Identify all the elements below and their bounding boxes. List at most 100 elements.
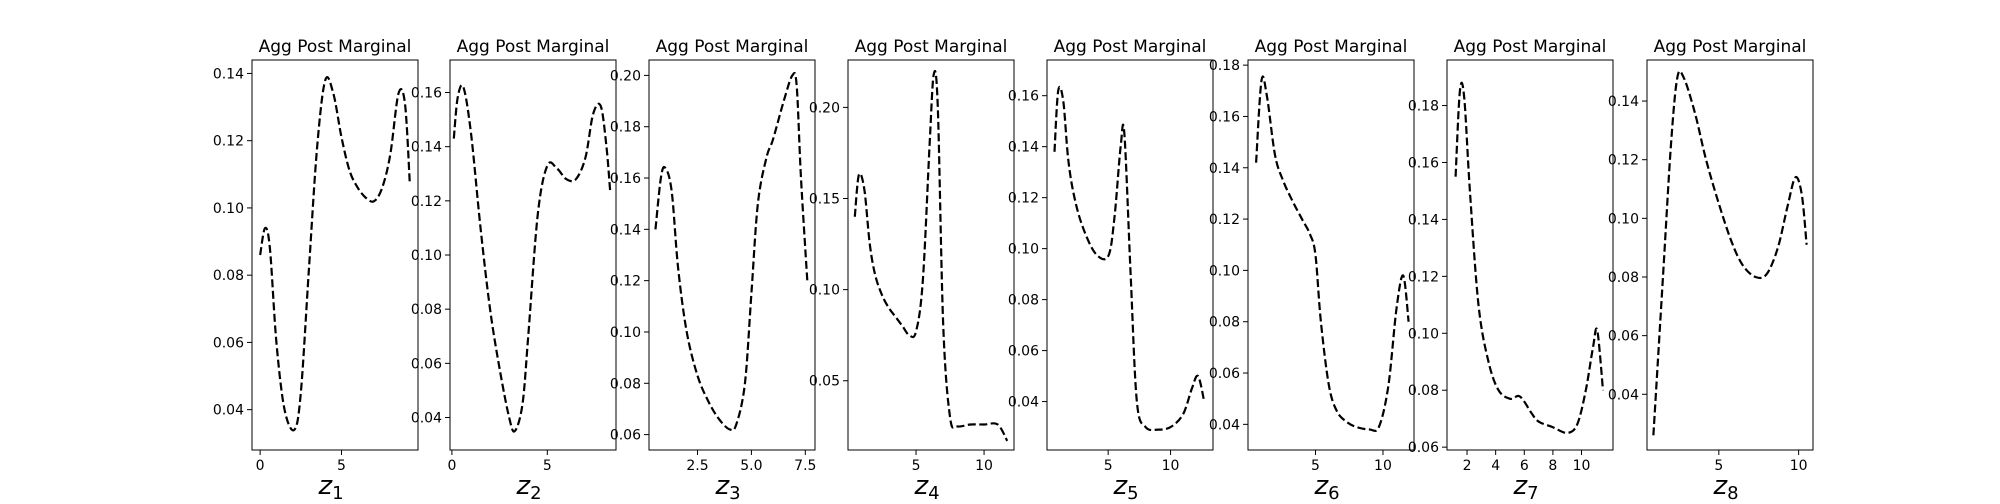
series-line [853, 70, 1009, 442]
series-line [259, 76, 411, 432]
y-tick-label: 0.20 [610, 68, 641, 84]
plot-frame [251, 59, 419, 451]
x-tick-label: 10 [975, 458, 993, 474]
x-tick-label: 10 [1374, 458, 1392, 474]
y-tick-label: 0.12 [1008, 191, 1039, 207]
panel-6: Agg Post Marginal 5 10 0.04 0.06 0.08 0.10 0.12… [1209, 37, 1415, 504]
x-tick-label: 2.5 [686, 458, 708, 474]
x-tick-label: 10 [1790, 458, 1808, 474]
series-line [452, 83, 612, 433]
plot-frame [1046, 59, 1214, 451]
panel-title: Agg Post Marginal [259, 37, 412, 57]
x-tick-label: 5 [1104, 458, 1113, 474]
y-tick-label: 0.06 [411, 356, 442, 372]
y-tick-label: 0.04 [1209, 417, 1240, 433]
y-tick-label: 0.14 [1008, 140, 1039, 156]
x-tick-label: 8 [1548, 458, 1557, 474]
x-tick-label: 5 [1714, 458, 1723, 474]
panel-title: Agg Post Marginal [457, 37, 610, 57]
series-line [1053, 85, 1206, 432]
y-tick-label: 0.06 [1608, 329, 1639, 345]
panel-title: Agg Post Marginal [1255, 37, 1408, 57]
y-tick-label: 0.04 [411, 411, 442, 427]
panel-3: Agg Post Marginal 2.5 5.0 7.5 0.06 0.08 0.10 0.… [610, 37, 817, 504]
x-axis-label: z1 [317, 471, 343, 500]
y-tick-label: 0.10 [1209, 263, 1240, 279]
y-tick-label: 0.08 [213, 268, 244, 284]
y-tick-label: 0.04 [1008, 395, 1039, 411]
y-tick-label: 0.12 [1608, 153, 1639, 169]
series-line [1255, 75, 1410, 433]
x-tick-label: 5 [337, 458, 346, 474]
x-axis-label: z6 [1313, 471, 1339, 500]
x-tick-label: 10 [1162, 458, 1180, 474]
y-tick-label: 0.14 [610, 222, 641, 238]
panel-title: Agg Post Marginal [656, 37, 809, 57]
x-tick-label: 10 [1573, 458, 1591, 474]
series-line [654, 71, 809, 432]
panel-title: Agg Post Marginal [1454, 37, 1607, 57]
y-tick-label: 0.08 [1408, 383, 1439, 399]
x-tick-label: 5.0 [740, 458, 762, 474]
y-tick-label: 0.08 [411, 302, 442, 318]
plot-frame [648, 59, 816, 451]
y-tick-label: 0.06 [1408, 440, 1439, 456]
y-tick-label: 0.12 [411, 194, 442, 210]
y-tick-label: 0.12 [1209, 212, 1240, 228]
x-tick-label: 6 [1520, 458, 1529, 474]
series-line [1652, 70, 1808, 436]
panel-title: Agg Post Marginal [855, 37, 1008, 57]
y-tick-label: 0.18 [1209, 58, 1240, 74]
y-tick-label: 0.08 [1209, 315, 1240, 331]
x-tick-label: 5 [1311, 458, 1320, 474]
y-tick-label: 0.12 [213, 134, 244, 150]
y-tick-label: 0.15 [809, 192, 840, 208]
x-axis-label: z4 [913, 471, 939, 500]
plot-frame [1646, 59, 1814, 451]
panel-2: Agg Post Marginal 0 5 0.04 0.06 0.08 0.10 0.12 0… [411, 37, 617, 504]
panel-7: Agg Post Marginal 2 4 6 8 10 0.06 0.08 0.10 0.12 0… [1408, 37, 1614, 504]
x-tick-label: 4 [1491, 458, 1500, 474]
y-tick-label: 0.16 [610, 171, 641, 187]
y-tick-label: 0.16 [1008, 89, 1039, 105]
y-tick-label: 0.18 [1408, 99, 1439, 115]
x-tick-label: 0 [256, 458, 265, 474]
panel-8: Agg Post Marginal 5 10 0.04 0.06 0.08 0.10 0.12… [1608, 37, 1814, 504]
y-tick-label: 0.20 [809, 100, 840, 116]
y-tick-label: 0.08 [1608, 270, 1639, 286]
y-tick-label: 0.10 [1008, 242, 1039, 258]
y-tick-label: 0.10 [610, 325, 641, 341]
y-tick-label: 0.14 [1408, 212, 1439, 228]
y-tick-label: 0.06 [1008, 344, 1039, 360]
x-axis-label: z7 [1512, 471, 1538, 500]
y-tick-label: 0.16 [411, 86, 442, 102]
y-tick-label: 0.05 [809, 374, 840, 390]
y-tick-label: 0.08 [610, 376, 641, 392]
plot-frame [1446, 59, 1614, 451]
x-axis-label: z8 [1712, 471, 1738, 500]
x-tick-label: 5 [912, 458, 921, 474]
y-tick-label: 0.14 [1608, 94, 1639, 110]
y-tick-label: 0.12 [610, 274, 641, 290]
y-tick-label: 0.10 [411, 248, 442, 264]
x-axis-label: z2 [515, 471, 541, 500]
plot-frame [847, 59, 1015, 451]
y-tick-label: 0.14 [1209, 161, 1240, 177]
y-tick-label: 0.10 [809, 283, 840, 299]
panel-4: Agg Post Marginal 5 10 0.05 0.10 0.15 0.20 z4 [809, 37, 1015, 504]
y-tick-label: 0.06 [213, 335, 244, 351]
y-tick-label: 0.16 [1408, 155, 1439, 171]
y-tick-label: 0.04 [213, 403, 244, 419]
y-tick-label: 0.14 [213, 66, 244, 82]
y-tick-label: 0.18 [610, 120, 641, 136]
x-tick-label: 0 [447, 458, 456, 474]
x-tick-label: 7.5 [794, 458, 816, 474]
panel-title: Agg Post Marginal [1654, 37, 1807, 57]
y-tick-label: 0.06 [610, 428, 641, 444]
y-tick-label: 0.04 [1608, 387, 1639, 403]
series-line [1454, 81, 1605, 435]
x-tick-label: 2 [1463, 458, 1472, 474]
y-tick-label: 0.14 [411, 140, 442, 156]
